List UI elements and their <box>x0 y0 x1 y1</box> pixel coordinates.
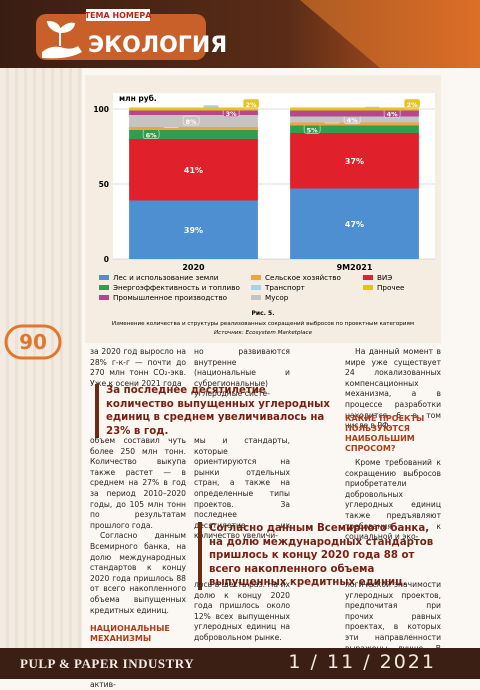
bar-segment <box>290 188 419 259</box>
header-art: ТЕМА НОМЕРА ЭКОЛОГИЯ <box>36 0 480 68</box>
paragraph: Кроме требований к сокращению выбросов п… <box>345 458 441 542</box>
bar-segment <box>129 200 258 259</box>
legend-swatch <box>99 295 109 300</box>
data-label: 3% <box>226 110 238 118</box>
header-band: ТЕМА НОМЕРА ЭКОЛОГИЯ <box>0 0 480 68</box>
bar-segment <box>129 127 258 130</box>
pull-quote: Согласно данным Всемирного банка, на дол… <box>198 522 439 590</box>
data-label: 4% <box>347 117 359 125</box>
legend-swatch <box>99 285 109 290</box>
issue-number: 1 / 11 / 2021 <box>288 651 436 673</box>
paragraph-wrap: Кроме требований к сокращению выбросов п… <box>345 458 441 543</box>
subheading: НАЦИОНАЛЬНЫЕ МЕХАНИЗМЫ <box>90 624 170 644</box>
chart: млн руб.050100202039%41%6%2%8%0%3%2%9M20… <box>93 93 435 336</box>
paragraph: объем составил чуть более 250 млн тонн. … <box>90 436 186 530</box>
figure-box: млн руб.050100202039%41%6%2%8%0%3%2%9M20… <box>85 75 441 343</box>
section-tag: ТЕМА НОМЕРА <box>85 11 153 20</box>
page-number: 90 <box>19 330 47 354</box>
icon-hand <box>42 46 82 59</box>
icon-plant <box>46 20 76 46</box>
text-block: мы и стандарты, которые ориентируются на… <box>194 436 290 542</box>
label-bg <box>242 98 260 109</box>
legend-label: Мусор <box>265 293 289 302</box>
y-tick-label: 50 <box>99 180 109 189</box>
bar-segment <box>129 130 258 139</box>
bar-segment <box>290 110 419 117</box>
paragraph: мы и стандарты, которые ориентируются на… <box>194 436 290 541</box>
y-axis-label: млн руб. <box>119 94 157 103</box>
tag-box <box>86 9 150 21</box>
bar-segment <box>290 107 419 111</box>
legend-label: Энергоэффективность и топливо <box>113 283 240 292</box>
data-label: 47% <box>345 220 364 229</box>
data-label: 4% <box>387 111 399 119</box>
data-label: 2% <box>407 101 419 109</box>
data-label: 5% <box>307 126 319 134</box>
text-block: но развиваются внутренне (национальные и… <box>194 347 290 400</box>
data-label: 2% <box>246 101 258 109</box>
legend-label: Сельское хозяйство <box>265 273 341 282</box>
header-stripe <box>300 0 480 68</box>
y-tick-label: 0 <box>104 255 109 264</box>
paragraph: На данный момент в мире уже существует 2… <box>345 347 441 431</box>
x-tick-label: 2020 <box>182 263 205 272</box>
legend-swatch <box>363 285 373 290</box>
legend-label: Промышленное производство <box>113 293 227 302</box>
bar-segment <box>290 122 419 126</box>
paragraph: Согласно данным Всемирного банка, на дол… <box>90 531 186 615</box>
bar-segment <box>290 125 419 133</box>
badge-ring <box>4 324 62 360</box>
data-label: 39% <box>184 226 203 235</box>
x-tick-label: 9M2021 <box>337 263 373 272</box>
legend-label: ВИЭ <box>377 273 392 282</box>
paragraph: лось в шесть раз. На их долю к концу 202… <box>194 580 290 642</box>
data-label: 41% <box>184 166 203 175</box>
y-tick-label: 100 <box>93 105 109 114</box>
figure-caption: Изменение количества и структуры реализо… <box>112 320 414 327</box>
subheading: КАКИЕ ПРОЕКТЫ ПОЛЬЗУЮТСЯ НАИБОЛЬШИМ СПРО… <box>345 414 425 453</box>
legend-swatch <box>251 295 261 300</box>
label-bg <box>403 98 421 109</box>
paragraph: но развиваются внутренне (национальные и… <box>194 347 290 399</box>
paragraph: за 2020 год выросло на 28% г-к-г — почти… <box>90 347 186 388</box>
legend-label: Прочее <box>377 283 405 292</box>
footer-band: PULP & PAPER INDUSTRY 1 / 11 / 2021 <box>0 648 480 679</box>
data-label: 6% <box>146 132 158 140</box>
bar-segment <box>129 139 258 201</box>
text-block: за 2020 год выросло на 28% г-к-г — почти… <box>90 347 186 389</box>
figure-label: Рис. 5. <box>252 310 275 317</box>
text-block: КАКИЕ ПРОЕКТЫ ПОЛЬЗУЮТСЯ НАИБОЛЬШИМ СПРО… <box>345 414 441 543</box>
legend-swatch <box>363 275 373 280</box>
legend-label: Лес и использование земли <box>113 273 219 282</box>
legend-swatch <box>251 275 261 280</box>
text-block: лось в шесть раз. На их долю к концу 202… <box>194 580 290 644</box>
figure-source: Источник: Ecosystem Marketplace <box>214 330 313 336</box>
legend-swatch <box>99 275 109 280</box>
legend-label: Транспорт <box>264 283 305 292</box>
magazine-name: PULP & PAPER INDUSTRY <box>20 656 195 671</box>
text-block: На данный момент в мире уже существует 2… <box>345 347 441 432</box>
section-title: ЭКОЛОГИЯ <box>88 33 227 58</box>
bar-segment <box>129 107 258 111</box>
bar-segment <box>290 133 419 189</box>
bar-segment <box>129 110 258 115</box>
legend-swatch <box>251 285 261 290</box>
pull-quote: За последнее десятилетие количество выпу… <box>95 384 336 438</box>
page-number-badge: 90 <box>4 324 62 360</box>
data-label: 8% <box>186 118 198 126</box>
data-label: 37% <box>345 157 364 166</box>
label-bg <box>182 115 200 126</box>
